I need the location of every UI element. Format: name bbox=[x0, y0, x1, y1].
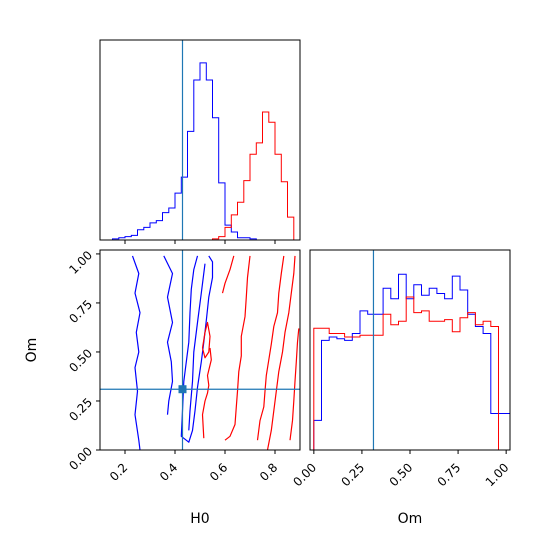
contour-y-tick-label-3: 0.50 bbox=[66, 346, 95, 375]
contour-line-series-1-3 bbox=[180, 255, 214, 443]
om-histogram-ticks: 0.00 0.25 0.50 0.75 1.00 bbox=[290, 450, 511, 489]
contour-x-tick-label-2: 0.4 bbox=[157, 460, 180, 483]
contour-line-series-2-4 bbox=[224, 255, 251, 441]
h0-om-contour-series bbox=[131, 255, 300, 451]
contour-x-tick-label-3: 0.6 bbox=[207, 460, 230, 483]
truth-marker bbox=[178, 385, 187, 394]
om-histogram-series bbox=[310, 273, 511, 451]
contour-line-series-1-2 bbox=[163, 255, 174, 415]
contour-y-tick-label-5: 1.00 bbox=[66, 248, 95, 277]
contour-line-series-2-3 bbox=[201, 347, 212, 439]
y-axis-label-om: Om bbox=[24, 338, 40, 363]
contour-y-tick-label-4: 0.75 bbox=[66, 297, 95, 326]
x-axis-label-h0: H0 bbox=[190, 511, 209, 527]
contour-x-tick-label-4: 0.8 bbox=[257, 460, 280, 483]
om-histogram-x-tick-label-4: 0.75 bbox=[435, 460, 464, 489]
h0-histogram-series-1 bbox=[100, 62, 300, 241]
h0-histogram-series-2 bbox=[100, 111, 300, 241]
contour-line-series-2-7 bbox=[289, 328, 300, 441]
contour-line-series-1-1 bbox=[131, 255, 141, 451]
om-histogram-series-2 bbox=[310, 296, 510, 451]
h0-histogram-panel bbox=[99, 39, 301, 244]
h0-histogram-series bbox=[100, 62, 300, 241]
contour-line-series-2-2 bbox=[201, 321, 211, 359]
contour-y-tick-label-1: 0.00 bbox=[66, 444, 95, 473]
om-histogram-x-tick-label-2: 0.25 bbox=[338, 460, 367, 489]
x-axis-label-om: Om bbox=[398, 511, 423, 527]
h0-histogram-ticks bbox=[124, 240, 276, 244]
h0-om-contour-panel: 0.2 0.4 0.6 0.8 0.00 0.25 0.50 0.75 1.00 H0 Om bbox=[24, 248, 301, 527]
h0-om-contour-ticks: 0.2 0.4 0.6 0.8 0.00 0.25 0.50 0.75 1.00 bbox=[66, 248, 280, 484]
om-histogram-frame bbox=[309, 249, 511, 451]
om-histogram-panel: 0.00 0.25 0.50 0.75 1.00 Om bbox=[290, 249, 511, 527]
h0-histogram-frame bbox=[99, 39, 301, 241]
contour-line-series-2-5 bbox=[256, 255, 285, 441]
om-histogram-series-1 bbox=[310, 273, 511, 451]
contour-line-series-2-1 bbox=[221, 255, 235, 294]
contour-x-tick-label-1: 0.2 bbox=[107, 460, 130, 483]
om-histogram-x-tick-label-5: 1.00 bbox=[483, 460, 512, 489]
contour-y-tick-label-2: 0.25 bbox=[66, 395, 95, 424]
h0-om-contour-frame bbox=[99, 249, 301, 451]
contour-line-series-1-4 bbox=[188, 263, 206, 431]
om-histogram-x-tick-label-3: 0.50 bbox=[387, 460, 416, 489]
om-histogram-x-tick-label-1: 0.00 bbox=[290, 460, 319, 489]
contour-line-series-2-6 bbox=[266, 255, 296, 451]
